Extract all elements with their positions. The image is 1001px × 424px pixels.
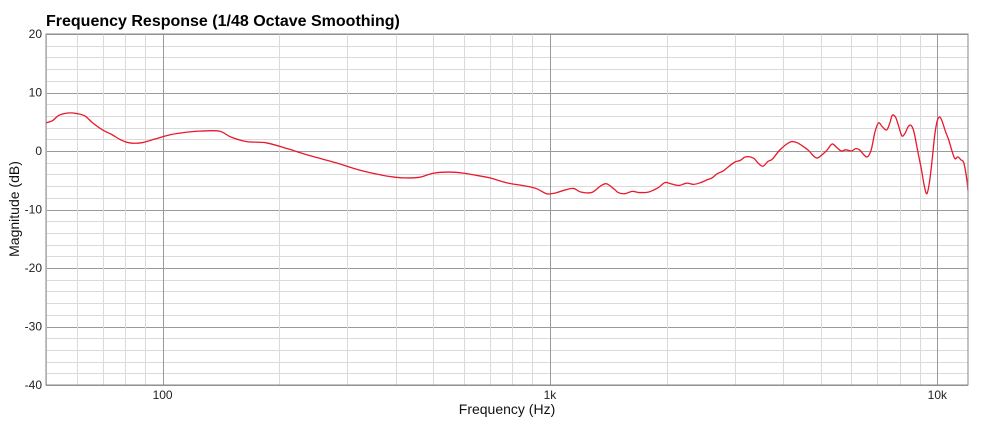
series-group	[45, 112, 969, 195]
plot-background	[46, 34, 968, 385]
x-axis-label: Frequency (Hz)	[459, 401, 555, 417]
y-tick-label: -10	[25, 203, 43, 217]
y-tick-label: 10	[29, 86, 43, 100]
y-axis-ticks: 20 10 0 -10 -20 -30 -40	[25, 27, 43, 392]
chart-title: Frequency Response (1/48 Octave Smoothin…	[46, 13, 400, 30]
x-tick-label: 100	[153, 388, 173, 402]
y-tick-label: -40	[25, 378, 43, 392]
grid	[46, 34, 968, 386]
y-tick-label: 20	[29, 27, 43, 41]
plot-border	[45, 33, 969, 386]
y-tick-label: -20	[25, 261, 43, 275]
frequency-response-line	[45, 112, 969, 195]
y-tick-label: 0	[35, 144, 42, 158]
y-tick-label: -30	[25, 320, 43, 334]
x-axis-ticks: 100 1k 10k	[153, 388, 948, 402]
x-tick-label: 10k	[928, 388, 948, 402]
x-tick-label: 1k	[544, 388, 558, 402]
y-axis-label: Magnitude (dB)	[6, 161, 22, 257]
